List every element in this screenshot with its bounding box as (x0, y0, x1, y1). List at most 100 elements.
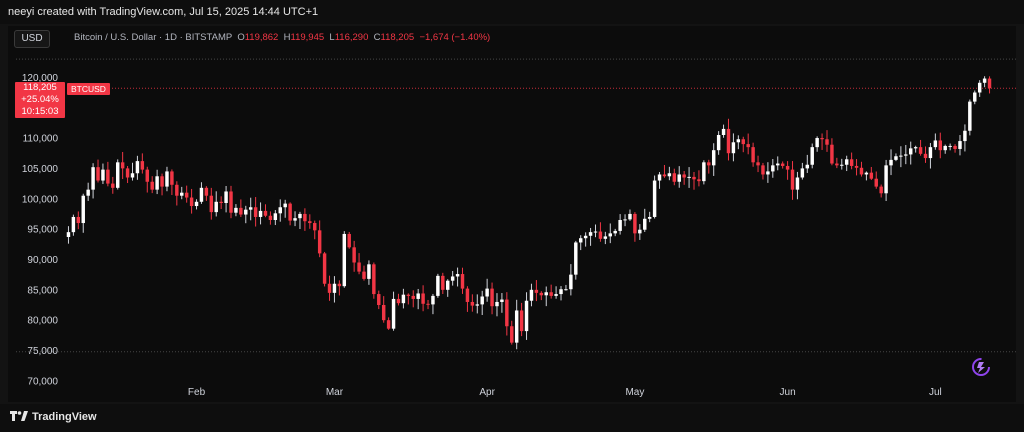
candle-body (66, 232, 71, 237)
candle-body (987, 78, 992, 89)
candle-body (125, 168, 130, 178)
candle-body (884, 165, 888, 194)
candle-body (667, 173, 672, 177)
candle-body (736, 139, 741, 143)
candle-body (317, 230, 322, 254)
currency-button[interactable]: USD (14, 30, 50, 48)
candle-body (800, 168, 805, 178)
candle-body (943, 145, 947, 151)
y-tick-label: 75,000 (27, 346, 58, 357)
legend-high-label: H (283, 32, 291, 43)
candle-body (835, 163, 839, 166)
candle-body (199, 187, 204, 202)
candle-body (431, 295, 435, 305)
candle-body (273, 213, 278, 220)
candle-body (293, 218, 297, 221)
candle-body (766, 171, 770, 175)
legend-low-value: 116,290 (334, 32, 369, 43)
candle-body (145, 169, 149, 182)
candle-body (101, 169, 105, 181)
candle-body (623, 219, 627, 221)
candle-body (86, 189, 90, 196)
candle-body (844, 159, 849, 165)
candle-body (214, 201, 218, 213)
candle-body (613, 230, 617, 234)
candle-body (707, 162, 711, 166)
y-tick-label: 100,000 (22, 194, 59, 205)
candle-body (923, 153, 928, 159)
candle-body (761, 165, 765, 175)
tradingview-brand: TradingView (32, 411, 97, 423)
x-tick-label: Mar (326, 387, 344, 398)
symbol-tag: BTCUSD (67, 83, 110, 95)
candle-body (372, 264, 376, 295)
candle-body (771, 165, 775, 172)
candle-body (578, 238, 583, 243)
candle-body (194, 201, 199, 207)
candle-body (697, 179, 701, 182)
candle-body (677, 174, 681, 182)
candle-body (569, 274, 573, 290)
candle-body (436, 275, 440, 296)
candle-body (76, 216, 81, 224)
candle-body (918, 147, 923, 154)
candle-body (184, 192, 189, 198)
y-tick-label: 120,000 (22, 73, 59, 84)
y-tick-label: 80,000 (27, 316, 58, 327)
candle-body (657, 174, 662, 181)
y-tick-label: 95,000 (27, 225, 58, 236)
candle-body (337, 283, 342, 287)
candle-body (909, 148, 913, 155)
candle-body (505, 299, 509, 327)
candle-body (288, 203, 292, 221)
candle-body (608, 233, 612, 237)
candle-body (879, 186, 883, 194)
candle-body (889, 159, 893, 166)
candle-body (268, 215, 273, 220)
candle-body (347, 233, 351, 248)
candle-body (165, 171, 169, 187)
candle-body (973, 92, 977, 102)
candle-body (785, 165, 790, 170)
candle-body (692, 176, 696, 180)
candle-body (618, 220, 622, 231)
candle-body (982, 78, 987, 83)
candle-body (91, 167, 95, 190)
candle-body (239, 207, 243, 215)
candle-body (815, 138, 819, 148)
candle-body (480, 296, 484, 305)
legend-open-value: 119,862 (244, 32, 279, 43)
candle-body (682, 174, 686, 178)
candle-body (795, 177, 800, 190)
candle-body (776, 163, 780, 166)
candle-body (224, 191, 228, 203)
candle-body (830, 144, 834, 164)
candle-body (263, 210, 268, 216)
candle-body (180, 192, 184, 196)
chart-legend: Bitcoin / U.S. Dollar · 1D · BITSTAMP O1… (74, 30, 490, 46)
candle-body (441, 275, 445, 290)
candle-body (534, 289, 539, 293)
candle-body (687, 176, 691, 178)
candle-body (303, 213, 307, 222)
candle-body (756, 162, 760, 166)
candle-body (332, 283, 337, 293)
candle-body (81, 195, 85, 224)
legend-open-label: O (237, 32, 245, 43)
candle-body (840, 164, 844, 166)
candle-body (514, 310, 519, 343)
candle-body (391, 298, 396, 329)
candle-body (643, 218, 647, 230)
tradingview-logo[interactable]: TradingView (10, 409, 97, 425)
replay-icon[interactable] (970, 356, 992, 378)
candle-body (652, 180, 657, 217)
last-price-tag: 118,205 +25.04% 10:15:03 (15, 82, 65, 118)
legend-change: −1,674 (−1.40%) (419, 32, 491, 43)
candle-body (416, 293, 420, 299)
candle-body (825, 139, 829, 145)
candle-body (751, 147, 755, 163)
candle-body (554, 294, 558, 296)
candle-body (189, 197, 194, 207)
candle-body (958, 141, 962, 149)
